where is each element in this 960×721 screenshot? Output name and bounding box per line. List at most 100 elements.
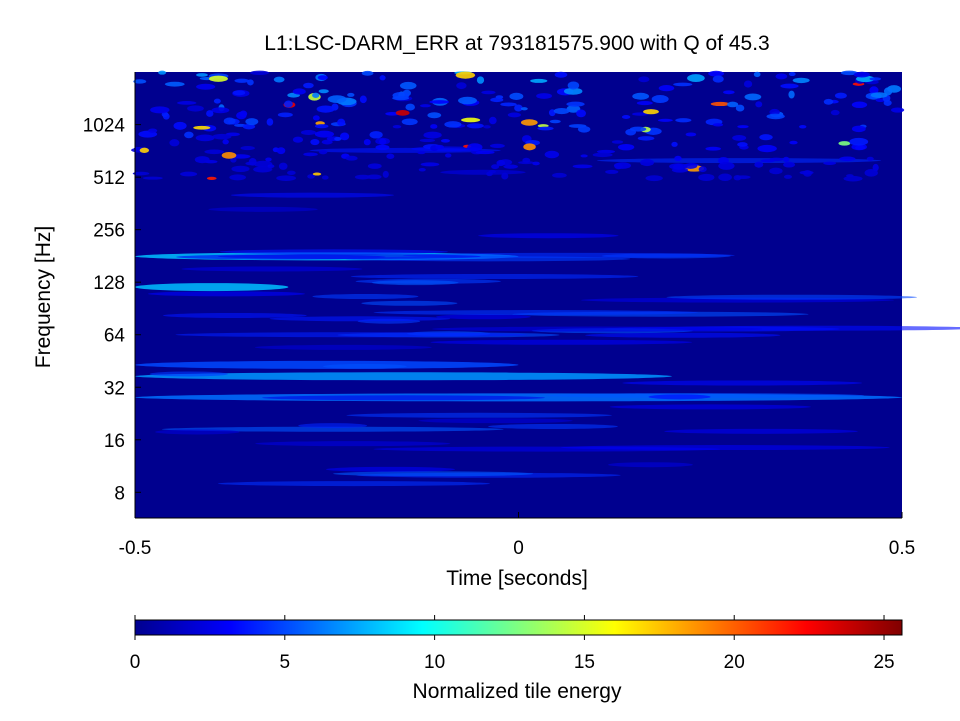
energy-speckle xyxy=(164,81,185,87)
energy-speckle xyxy=(823,161,837,165)
energy-striation xyxy=(219,249,448,255)
energy-speckle xyxy=(890,107,905,113)
colorbar-tick-label: 25 xyxy=(873,652,894,673)
energy-speckle xyxy=(278,162,288,170)
energy-striation xyxy=(648,394,711,400)
energy-speckle xyxy=(683,163,698,169)
energy-speckle xyxy=(544,150,560,159)
energy-striation xyxy=(255,441,451,447)
energy-speckle xyxy=(423,131,442,139)
energy-speckle xyxy=(265,157,272,162)
energy-speckle xyxy=(213,98,221,104)
energy-speckle xyxy=(735,104,745,112)
energy-speckle xyxy=(500,102,517,107)
energy-speckle xyxy=(788,90,795,99)
energy-striation xyxy=(312,294,419,300)
energy-speckle xyxy=(723,90,735,95)
energy-speckle xyxy=(369,131,383,139)
energy-striation xyxy=(269,316,451,322)
energy-speckle xyxy=(632,92,650,100)
energy-speckle xyxy=(496,159,506,167)
y-tick-label: 8 xyxy=(114,483,125,504)
energy-speckle xyxy=(532,161,540,166)
y-tick-label: 1024 xyxy=(83,116,126,137)
energy-speckle xyxy=(223,117,236,125)
energy-speckle xyxy=(187,105,204,112)
energy-speckle xyxy=(522,157,531,163)
energy-speckle xyxy=(853,71,870,78)
energy-speckle xyxy=(577,125,591,133)
energy-speckle xyxy=(430,124,438,129)
energy-speckle xyxy=(530,78,548,83)
energy-speckle xyxy=(869,86,879,95)
energy-speckle xyxy=(420,162,440,167)
energy-striation xyxy=(217,253,481,259)
energy-speckle xyxy=(292,88,306,95)
energy-speckle xyxy=(483,125,491,129)
energy-striation xyxy=(560,445,890,451)
energy-speckle xyxy=(799,125,807,129)
y-tick-label: 16 xyxy=(104,431,125,452)
energy-speckle xyxy=(554,71,568,78)
energy-striation xyxy=(147,291,306,297)
energy-speckle xyxy=(419,104,431,108)
energy-speckle xyxy=(444,121,462,128)
x-axis-label: Time [seconds] xyxy=(446,567,588,590)
energy-speckle xyxy=(843,175,863,182)
energy-speckle xyxy=(536,93,552,99)
energy-speckle xyxy=(366,174,382,180)
energy-speckle xyxy=(455,71,476,79)
energy-speckle xyxy=(150,106,170,114)
energy-speckle xyxy=(851,125,866,133)
energy-speckle xyxy=(632,112,649,116)
energy-speckle xyxy=(759,134,773,141)
energy-speckle xyxy=(685,132,697,137)
energy-speckle xyxy=(334,136,342,141)
energy-speckle xyxy=(475,150,495,155)
colorbar-label: Normalized tile energy xyxy=(413,680,622,703)
energy-speckle xyxy=(345,155,358,161)
energy-striation xyxy=(609,404,811,410)
energy-speckle xyxy=(710,101,730,107)
energy-speckle xyxy=(520,119,538,126)
energy-striation xyxy=(333,471,534,477)
energy-speckle xyxy=(708,70,725,77)
energy-speckle xyxy=(249,70,270,75)
energy-speckle xyxy=(158,70,167,75)
energy-striation xyxy=(217,481,491,487)
energy-speckle xyxy=(445,153,452,158)
energy-speckle xyxy=(839,156,856,162)
energy-speckle xyxy=(491,164,500,170)
energy-speckle xyxy=(611,140,624,144)
energy-speckle xyxy=(838,141,851,146)
energy-speckle xyxy=(651,95,669,104)
energy-speckle xyxy=(563,87,583,95)
energy-speckle xyxy=(458,96,477,105)
energy-speckle xyxy=(698,166,707,173)
energy-striation xyxy=(596,158,882,164)
energy-speckle xyxy=(769,167,783,175)
energy-speckle xyxy=(596,149,616,154)
x-tick-label: 0.5 xyxy=(889,538,915,559)
energy-speckle xyxy=(405,103,415,111)
energy-speckle xyxy=(592,152,613,158)
energy-speckle xyxy=(673,82,693,87)
energy-speckle xyxy=(245,118,259,126)
energy-speckle xyxy=(737,142,748,147)
energy-speckle xyxy=(337,118,346,127)
y-tick-label: 128 xyxy=(93,273,125,294)
energy-speckle xyxy=(386,153,395,159)
energy-speckle xyxy=(744,93,762,101)
energy-speckle xyxy=(489,116,497,125)
energy-speckle xyxy=(363,138,371,146)
energy-speckle xyxy=(379,75,386,81)
energy-speckle xyxy=(657,118,673,122)
heatmap-speckles xyxy=(131,70,905,182)
energy-speckle xyxy=(753,71,761,78)
energy-speckle xyxy=(869,77,882,81)
energy-speckle xyxy=(267,164,275,169)
energy-speckle xyxy=(300,130,317,135)
energy-speckle xyxy=(743,80,753,88)
energy-speckle xyxy=(321,175,329,180)
energy-speckle xyxy=(230,157,237,163)
